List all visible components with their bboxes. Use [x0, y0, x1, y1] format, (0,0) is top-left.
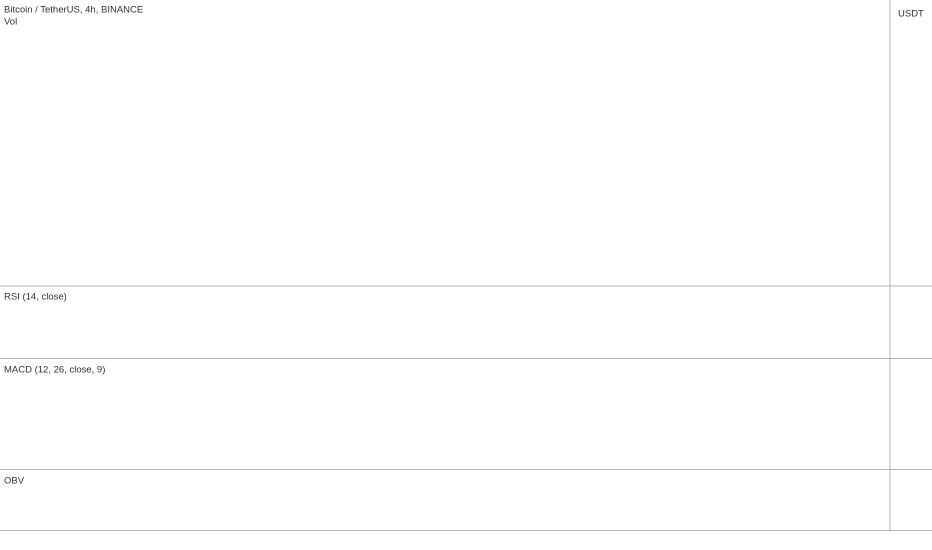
obv-title: OBV [4, 476, 25, 487]
rsi-title: RSI (14, close) [4, 292, 67, 303]
chart-title: Bitcoin / TetherUS, 4h, BINANCE [4, 5, 143, 16]
volume-label: Vol [4, 17, 17, 28]
labels: Bitcoin / TetherUS, 4h, BINANCE Vol USDT… [4, 5, 924, 487]
axis-unit: USDT [898, 9, 924, 20]
macd-title: MACD (12, 26, close, 9) [4, 365, 105, 376]
